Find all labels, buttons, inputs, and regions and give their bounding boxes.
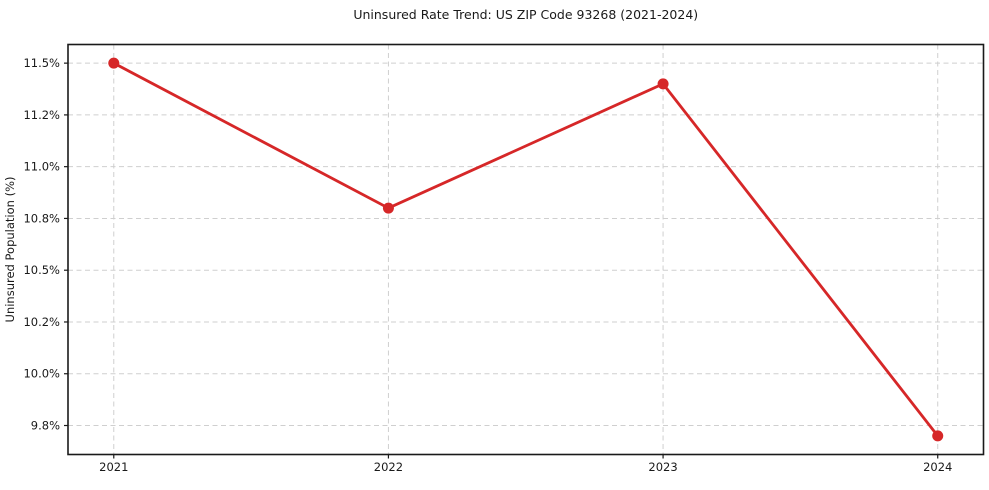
y-tick-label: 11.2%: [23, 108, 60, 122]
y-axis-label: Uninsured Population (%): [3, 177, 17, 323]
y-tick-label: 10.0%: [23, 367, 60, 381]
data-point: [657, 78, 669, 90]
plot-border: [67, 43, 985, 456]
y-tick-label: 10.8%: [23, 211, 60, 225]
data-point: [382, 202, 394, 214]
y-tick-label: 9.8%: [31, 419, 60, 433]
x-tick-label: 2022: [374, 460, 403, 474]
chart-title: Uninsured Rate Trend: US ZIP Code 93268 …: [353, 7, 698, 22]
y-tick-label: 11.5%: [23, 56, 60, 70]
x-tick-label: 2021: [99, 460, 128, 474]
y-tick-label: 10.2%: [23, 315, 60, 329]
x-tick-label: 2023: [648, 460, 677, 474]
plot-area: 9.8% 10.0% 10.2% 10.5% 10.8% 11.0% 11.2% 11.5% 2…: [23, 43, 985, 474]
data-point: [932, 430, 944, 442]
y-tick-label: 11.0%: [23, 160, 60, 174]
trend-line: [112, 61, 940, 438]
data-point: [108, 57, 120, 69]
y-tick-label: 10.5%: [23, 263, 60, 277]
x-tick-label: 2024: [923, 460, 952, 474]
